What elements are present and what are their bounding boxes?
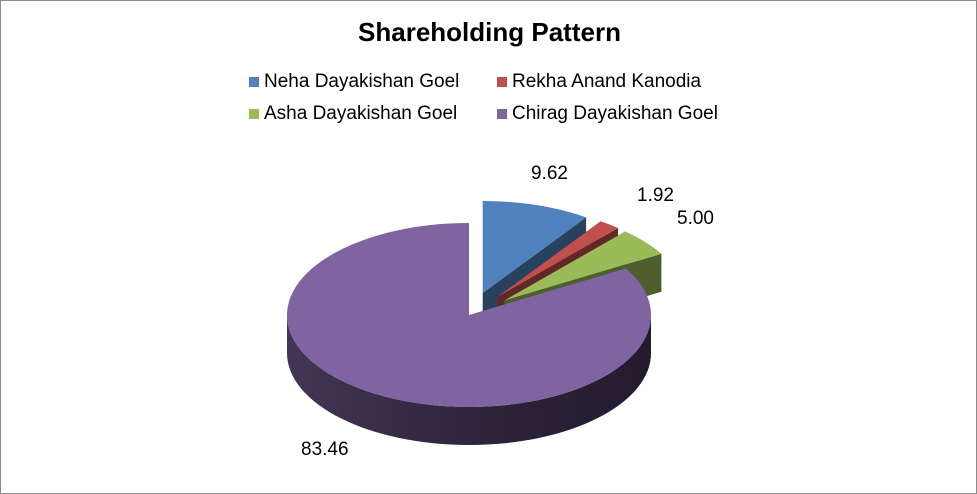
legend-label-neha: Neha Dayakishan Goel xyxy=(264,71,460,92)
pie-slice-neha xyxy=(482,201,587,294)
data-label-chirag: 83.46 xyxy=(301,439,349,460)
legend-item-rekha: Rekha Anand Kanodia xyxy=(497,71,757,93)
pie-slice-chirag xyxy=(287,223,651,407)
legend-label-rekha: Rekha Anand Kanodia xyxy=(512,71,702,92)
legend: Neha Dayakishan Goel Rekha Anand Kanodia… xyxy=(249,71,769,125)
data-label-neha: 9.62 xyxy=(531,163,568,184)
legend-label-asha: Asha Dayakishan Goel xyxy=(264,103,458,124)
pie-side-shade-chirag xyxy=(287,315,651,445)
legend-swatch-neha xyxy=(249,77,259,87)
data-label-rekha: 1.92 xyxy=(637,185,674,206)
legend-swatch-asha xyxy=(249,109,259,119)
legend-item-asha: Asha Dayakishan Goel xyxy=(249,103,497,125)
data-label-asha: 5.00 xyxy=(677,208,714,229)
legend-label-chirag: Chirag Dayakishan Goel xyxy=(512,103,718,124)
legend-swatch-chirag xyxy=(497,109,507,119)
legend-item-chirag: Chirag Dayakishan Goel xyxy=(497,103,757,125)
pie-slice-rekha xyxy=(497,221,619,297)
pie-slice-asha xyxy=(504,231,662,301)
legend-swatch-rekha xyxy=(497,77,507,87)
chart-title: Shareholding Pattern xyxy=(358,17,621,47)
legend-item-neha: Neha Dayakishan Goel xyxy=(249,71,497,93)
